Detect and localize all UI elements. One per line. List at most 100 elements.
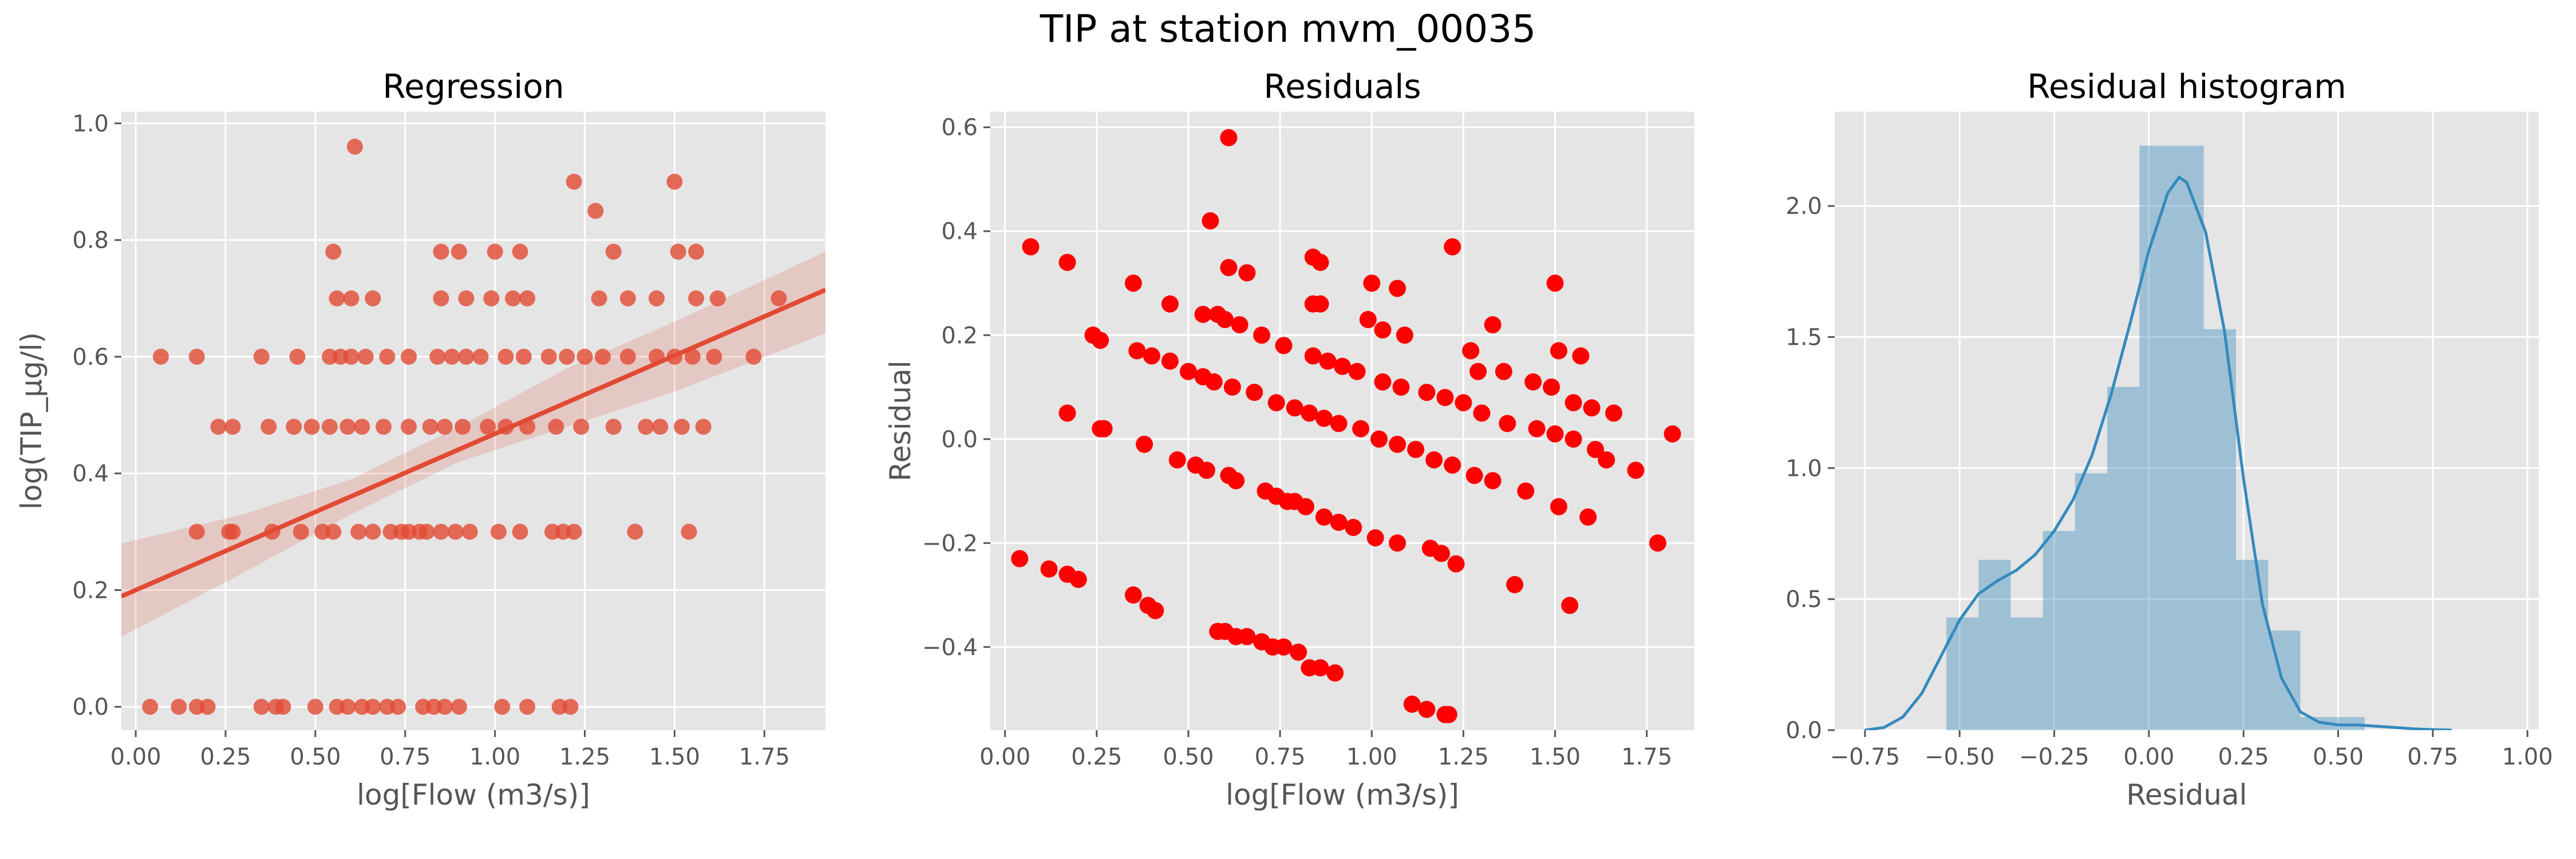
regression-point [303, 419, 320, 435]
regression-point [548, 419, 564, 435]
x-tick-label: 0.50 [1163, 744, 1214, 770]
residual-point [1124, 586, 1142, 604]
x-axis-label: Residual [2126, 778, 2247, 811]
residual-point [1484, 316, 1502, 334]
x-tick-label: −0.25 [2019, 744, 2089, 770]
regression-point [275, 699, 291, 715]
residual-point [1246, 384, 1263, 401]
x-tick-label: −0.75 [1830, 744, 1901, 770]
residual-point [1275, 638, 1293, 656]
regression-point [354, 419, 370, 435]
residual-point [1598, 451, 1615, 469]
residual-point [1095, 420, 1113, 438]
residual-point [1462, 342, 1480, 360]
regression-point [253, 699, 270, 715]
histogram-bar [2107, 387, 2140, 730]
residual-point [1238, 264, 1256, 282]
residual-point [1161, 352, 1179, 370]
regression-point [224, 523, 241, 540]
residual-point [1374, 373, 1392, 391]
regression-point [224, 419, 241, 435]
residual-point [1389, 534, 1406, 552]
residual-point [1315, 409, 1333, 427]
regression-point [519, 699, 536, 715]
regression-point [365, 699, 381, 715]
residual-point [1319, 352, 1337, 370]
residual-point [1392, 379, 1410, 396]
residual-point [1143, 347, 1160, 365]
regression-point [343, 290, 359, 307]
residual-point [1550, 342, 1567, 360]
histogram-bar [2300, 717, 2333, 730]
regression-point [745, 348, 762, 365]
x-tick-label: 0.50 [2313, 744, 2364, 770]
residual-point [1546, 425, 1564, 443]
residual-point [1179, 362, 1197, 380]
residual-point [1418, 384, 1436, 401]
x-tick-label: 1.50 [649, 744, 700, 770]
residual-point [1444, 456, 1461, 474]
residual-point [1444, 238, 1461, 255]
residual-point [1407, 440, 1425, 458]
regression-point [627, 523, 643, 540]
regression-point [325, 243, 342, 260]
residual-point [1583, 399, 1601, 417]
residual-point [1330, 513, 1348, 531]
x-tick-label: 0.75 [380, 744, 430, 770]
regression-point [365, 290, 381, 307]
regression-point [706, 348, 722, 365]
regression-point [210, 419, 227, 435]
regression-point [494, 699, 511, 715]
residual-point [1058, 254, 1076, 271]
y-tick-label: 2.0 [1785, 194, 1822, 220]
x-axis-label: log[Flow (m3/s)] [357, 778, 590, 811]
residual-point [1403, 695, 1421, 713]
residual-point [1345, 519, 1362, 537]
regression-point [188, 523, 205, 540]
regression-point [505, 290, 521, 307]
regression-point [487, 243, 503, 260]
plot-marks [121, 139, 825, 715]
residual-point [1418, 700, 1436, 718]
x-tick-label: 0.75 [1255, 744, 1306, 770]
regression-point [605, 419, 622, 435]
residual-point [1022, 238, 1040, 255]
residual-point [1469, 362, 1487, 380]
residual-point [1231, 316, 1249, 334]
regression-point [379, 348, 396, 365]
histogram-bar [2171, 145, 2204, 730]
residual-point [1506, 576, 1524, 593]
y-tick-label: 1.0 [1785, 455, 1822, 482]
regression-point [649, 290, 665, 307]
residual-point [1374, 321, 1392, 339]
regression-point [681, 523, 697, 540]
histogram-bar [2139, 145, 2172, 730]
residual-point [1627, 462, 1645, 479]
chart-title: Residual histogram [2027, 67, 2346, 106]
regression-point [709, 290, 726, 307]
regression-point [188, 348, 205, 365]
histogram-bar [2010, 617, 2043, 730]
residual-point [1359, 311, 1377, 329]
x-tick-label: 0.75 [2407, 744, 2458, 770]
residual-point [1311, 659, 1329, 677]
residual-point [1389, 279, 1406, 297]
residual-point [1124, 274, 1142, 292]
regression-point [253, 348, 270, 365]
residual-point [1550, 498, 1567, 515]
residual-point [1205, 373, 1223, 391]
y-tick-label: 0.4 [941, 219, 978, 245]
residual-point [1572, 347, 1590, 365]
residual-point [1092, 332, 1109, 349]
regression-point [559, 348, 575, 365]
residual-point [1220, 259, 1238, 277]
residual-point [1370, 430, 1388, 448]
residual-point [1227, 472, 1245, 490]
y-tick-label: 0.0 [1785, 718, 1822, 744]
histogram-bar [2042, 531, 2075, 730]
x-tick-label: 0.25 [2218, 744, 2269, 770]
x-tick-label: 1.50 [1530, 744, 1581, 770]
residual-point [1436, 389, 1454, 407]
regression-point [458, 290, 475, 307]
